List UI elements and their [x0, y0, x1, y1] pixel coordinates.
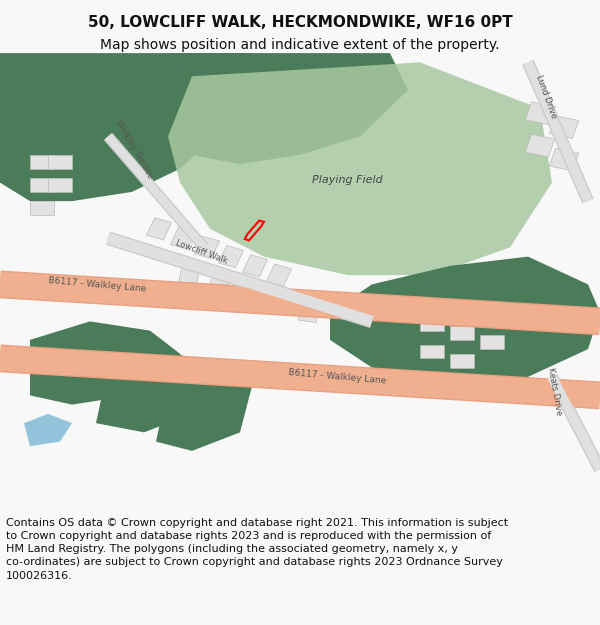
Text: Lund Drive: Lund Drive: [534, 74, 558, 120]
Text: B6117 - Walkley Lane: B6117 - Walkley Lane: [288, 368, 386, 386]
Polygon shape: [526, 134, 554, 157]
Polygon shape: [298, 304, 320, 322]
Polygon shape: [24, 414, 72, 446]
Polygon shape: [242, 255, 268, 277]
Polygon shape: [168, 62, 552, 275]
Polygon shape: [266, 264, 292, 286]
Polygon shape: [268, 295, 290, 313]
Polygon shape: [30, 321, 180, 404]
Text: B6117 - Walkley Lane: B6117 - Walkley Lane: [48, 276, 146, 293]
Polygon shape: [146, 217, 172, 240]
Polygon shape: [450, 326, 474, 340]
Polygon shape: [218, 246, 244, 268]
Polygon shape: [420, 317, 444, 331]
Polygon shape: [96, 349, 210, 432]
Polygon shape: [550, 116, 578, 139]
Text: Map shows position and indicative extent of the property.: Map shows position and indicative extent…: [100, 38, 500, 52]
Polygon shape: [550, 148, 578, 171]
Text: Walkley Terrace: Walkley Terrace: [114, 118, 155, 180]
Polygon shape: [330, 257, 600, 386]
Polygon shape: [30, 155, 54, 169]
Polygon shape: [208, 276, 230, 295]
Polygon shape: [194, 236, 220, 259]
Polygon shape: [30, 178, 54, 192]
Polygon shape: [480, 335, 504, 349]
Polygon shape: [150, 53, 408, 164]
Polygon shape: [48, 178, 72, 192]
Polygon shape: [420, 344, 444, 358]
Polygon shape: [170, 227, 196, 249]
Text: Keats Drive: Keats Drive: [546, 367, 563, 416]
Polygon shape: [450, 354, 474, 367]
Text: Lowcliff Walk: Lowcliff Walk: [174, 238, 229, 266]
Polygon shape: [238, 286, 260, 304]
Polygon shape: [156, 368, 252, 451]
Polygon shape: [526, 102, 554, 124]
Polygon shape: [48, 155, 72, 169]
Polygon shape: [0, 53, 264, 201]
Text: Contains OS data © Crown copyright and database right 2021. This information is : Contains OS data © Crown copyright and d…: [6, 518, 508, 581]
Polygon shape: [178, 267, 200, 286]
Text: Playing Field: Playing Field: [312, 174, 383, 184]
Polygon shape: [30, 201, 54, 215]
Text: 50, LOWCLIFF WALK, HECKMONDWIKE, WF16 0PT: 50, LOWCLIFF WALK, HECKMONDWIKE, WF16 0P…: [88, 15, 512, 30]
